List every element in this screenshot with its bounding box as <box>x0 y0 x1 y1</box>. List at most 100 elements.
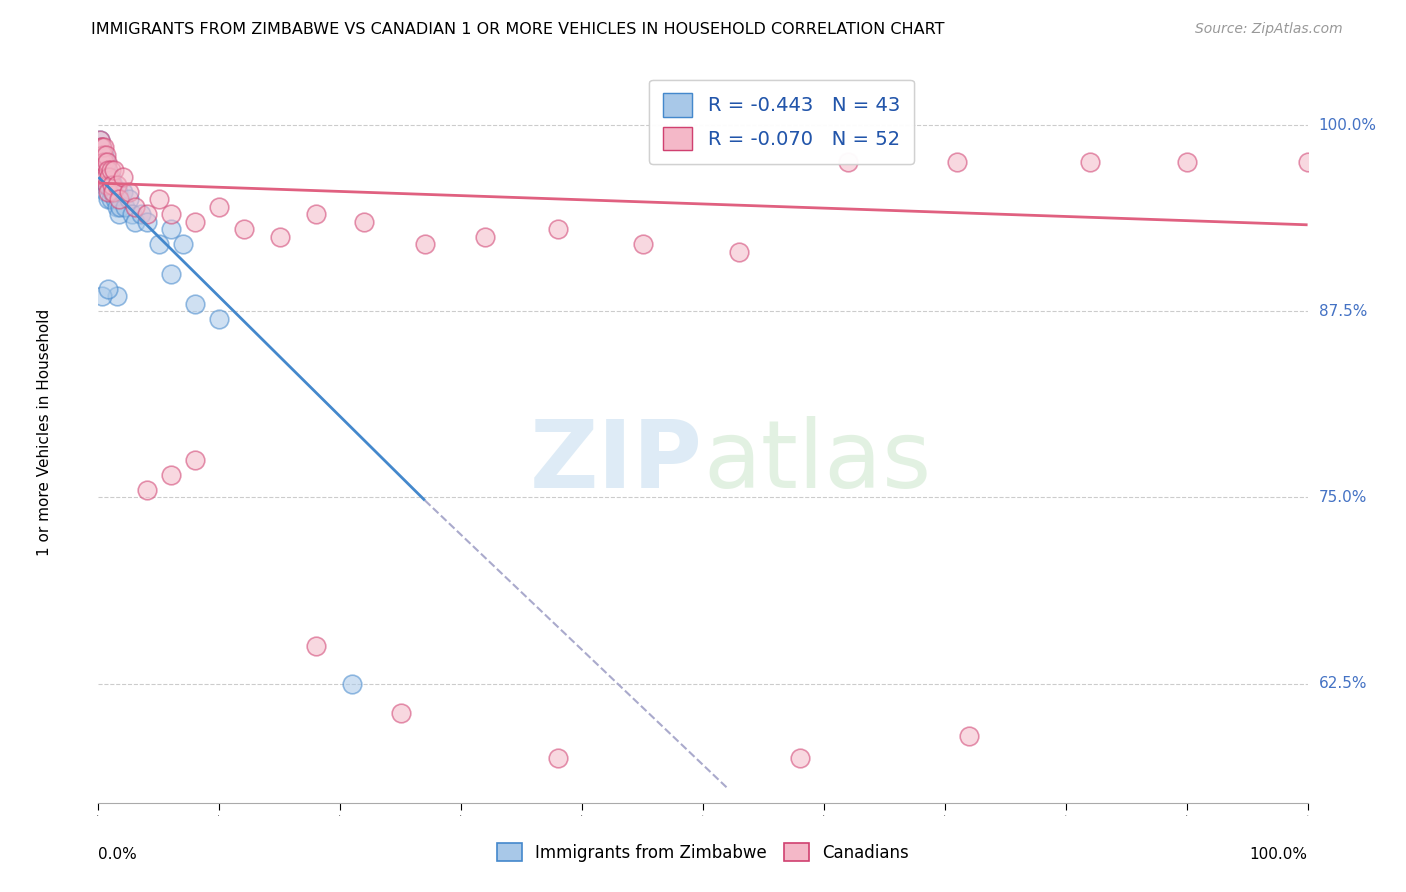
Point <box>89 133 111 147</box>
Text: 62.5%: 62.5% <box>1319 676 1367 691</box>
Point <box>184 215 207 229</box>
Point <box>90 155 112 169</box>
Point <box>135 215 157 229</box>
Point <box>91 170 114 185</box>
Point <box>96 162 118 177</box>
Point <box>547 751 569 765</box>
Point <box>135 483 157 497</box>
Point <box>111 185 134 199</box>
Point <box>94 155 117 169</box>
Text: 75.0%: 75.0% <box>1319 490 1367 505</box>
Point <box>342 676 364 690</box>
Point <box>789 751 811 765</box>
Point <box>91 162 114 177</box>
Point <box>100 178 122 192</box>
Point <box>946 155 969 169</box>
Point <box>91 289 114 303</box>
Point <box>160 207 183 221</box>
Point <box>413 237 436 252</box>
Point <box>108 207 131 221</box>
Point <box>135 207 157 221</box>
Point <box>94 148 117 162</box>
Point <box>98 178 121 192</box>
Point <box>91 140 114 154</box>
Point <box>957 729 980 743</box>
Point <box>100 170 122 185</box>
Point <box>91 170 114 185</box>
Point <box>96 178 118 192</box>
Point <box>160 222 183 236</box>
Point <box>91 148 114 162</box>
Legend: R = -0.443   N = 43, R = -0.070   N = 52: R = -0.443 N = 43, R = -0.070 N = 52 <box>650 79 914 164</box>
Point <box>353 215 375 229</box>
Point <box>108 193 131 207</box>
Text: ZIP: ZIP <box>530 417 703 508</box>
Point <box>172 237 194 252</box>
Point <box>160 468 183 483</box>
Point <box>97 162 120 177</box>
Point <box>96 155 118 169</box>
Point <box>91 162 114 177</box>
Text: Source: ZipAtlas.com: Source: ZipAtlas.com <box>1195 22 1343 37</box>
Point <box>103 162 125 177</box>
Point <box>728 244 751 259</box>
Point <box>269 229 291 244</box>
Text: 1 or more Vehicles in Household: 1 or more Vehicles in Household <box>37 309 52 557</box>
Point <box>124 215 146 229</box>
Point <box>547 222 569 236</box>
Point <box>114 200 136 214</box>
Point <box>98 170 121 185</box>
Point <box>90 155 112 169</box>
Point <box>148 237 170 252</box>
Point <box>124 200 146 214</box>
Point <box>93 178 115 192</box>
Point <box>89 133 111 147</box>
Point <box>104 193 127 207</box>
Point <box>837 155 859 169</box>
Point <box>184 453 207 467</box>
Point <box>160 267 183 281</box>
Point <box>232 222 254 236</box>
Point <box>93 140 115 154</box>
Point <box>100 193 122 207</box>
Point <box>105 200 128 214</box>
Point <box>101 185 124 199</box>
Point <box>184 297 207 311</box>
Point <box>474 229 496 244</box>
Point <box>96 178 118 192</box>
Point <box>118 193 141 207</box>
Point <box>94 170 117 185</box>
Point <box>111 170 134 185</box>
Text: 100.0%: 100.0% <box>1319 118 1376 133</box>
Point <box>129 207 152 221</box>
Point <box>148 193 170 207</box>
Point <box>1296 155 1319 169</box>
Point <box>97 282 120 296</box>
Point <box>94 185 117 199</box>
Point <box>100 185 122 199</box>
Point <box>103 185 125 199</box>
Point <box>208 311 231 326</box>
Point <box>101 178 124 192</box>
Text: atlas: atlas <box>703 417 931 508</box>
Point <box>305 207 328 221</box>
Point <box>91 155 114 169</box>
Point <box>121 207 143 221</box>
Point <box>389 706 412 721</box>
Point <box>97 185 120 199</box>
Point <box>91 148 114 162</box>
Point <box>107 185 129 199</box>
Point <box>105 289 128 303</box>
Point <box>90 140 112 154</box>
Point <box>97 170 120 185</box>
Point <box>1175 155 1198 169</box>
Point <box>93 148 115 162</box>
Point <box>93 155 115 169</box>
Text: 100.0%: 100.0% <box>1250 847 1308 863</box>
Point <box>100 162 122 177</box>
Point <box>631 237 654 252</box>
Text: 87.5%: 87.5% <box>1319 303 1367 318</box>
Point <box>105 178 128 192</box>
Point <box>1078 155 1101 169</box>
Point <box>118 185 141 199</box>
